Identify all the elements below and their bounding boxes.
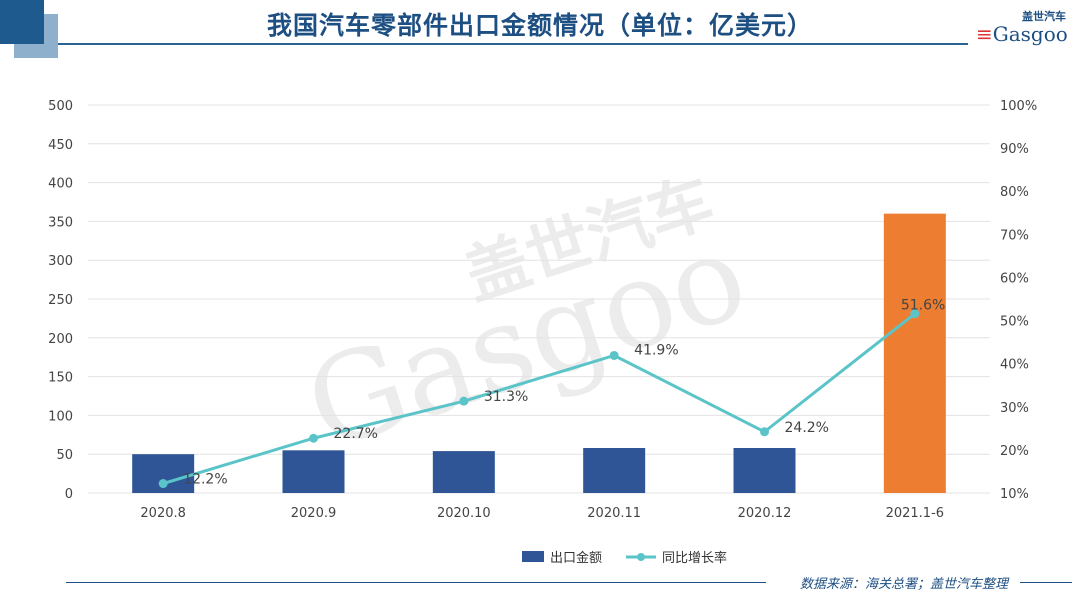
legend: 出口金额 同比增长率 — [522, 550, 727, 566]
y-tick-label: 300 — [48, 254, 73, 269]
y-tick-label: 250 — [48, 293, 73, 308]
bar — [282, 450, 345, 493]
y-tick-label: 400 — [48, 177, 73, 192]
data-source: 数据来源：海关总署；盖世汽车整理 — [799, 577, 1008, 592]
bar — [432, 451, 495, 493]
gasgoo-logo: 盖世汽车 ≡Gasgoo — [976, 8, 1068, 46]
growth-label: 22.7% — [334, 426, 378, 442]
growth-point — [309, 433, 318, 443]
growth-point — [609, 350, 619, 360]
y2-tick-label: 70% — [1000, 228, 1029, 243]
y-tick-label: 500 — [48, 99, 73, 114]
header-divider — [58, 43, 968, 45]
growth-label: 31.3% — [484, 389, 528, 405]
legend-line-label: 同比增长率 — [662, 550, 727, 566]
x-tick-label: 2020.8 — [140, 506, 186, 521]
y-tick-label: 350 — [48, 215, 73, 230]
footer-line-left — [66, 582, 766, 583]
x-tick-label: 2020.10 — [437, 506, 491, 521]
y2-tick-label: 10% — [1000, 487, 1029, 502]
header-decoration — [0, 0, 44, 44]
y2-tick-label: 40% — [1000, 358, 1029, 373]
growth-point — [910, 309, 920, 319]
growth-label: 41.9% — [634, 342, 678, 358]
y2-tick-label: 100% — [1000, 99, 1037, 114]
chart-title: 我国汽车零部件出口金额情况（单位：亿美元） — [266, 11, 813, 40]
x-tick-label: 2021.1-6 — [886, 506, 944, 521]
y-tick-label: 150 — [48, 371, 73, 386]
legend-bar-label: 出口金额 — [550, 550, 602, 566]
growth-line — [162, 312, 916, 485]
y2-tick-label: 50% — [1000, 315, 1029, 330]
y2-tick-label: 80% — [1000, 185, 1029, 200]
growth-point — [459, 396, 469, 406]
y2-tick-label: 60% — [1000, 271, 1029, 286]
growth-point — [760, 427, 769, 437]
growth-label: 12.2% — [183, 472, 227, 488]
y-tick-label: 50 — [56, 448, 73, 463]
legend-swatch-bar — [522, 551, 544, 562]
logo-cn: 盖世汽车 — [1022, 10, 1066, 23]
bar — [583, 447, 646, 493]
y-tick-label: 0 — [65, 487, 73, 502]
growth-label: 24.2% — [785, 420, 829, 436]
bar — [883, 213, 946, 493]
x-tick-label: 2020.11 — [587, 506, 641, 521]
y2-tick-label: 20% — [1000, 444, 1029, 459]
x-tick-label: 2020.12 — [738, 506, 792, 521]
x-tick-label: 2020.9 — [291, 506, 337, 521]
bar — [733, 447, 796, 493]
y-tick-label: 450 — [48, 138, 73, 153]
y2-tick-label: 30% — [1000, 401, 1029, 416]
growth-point — [158, 479, 168, 489]
footer-line-right — [1020, 582, 1072, 583]
growth-label: 51.6% — [901, 298, 945, 314]
y2-tick-label: 90% — [1000, 142, 1029, 157]
y-tick-label: 100 — [48, 409, 73, 424]
logo-en: ≡Gasgoo — [976, 22, 1068, 46]
y-tick-label: 200 — [48, 332, 73, 347]
